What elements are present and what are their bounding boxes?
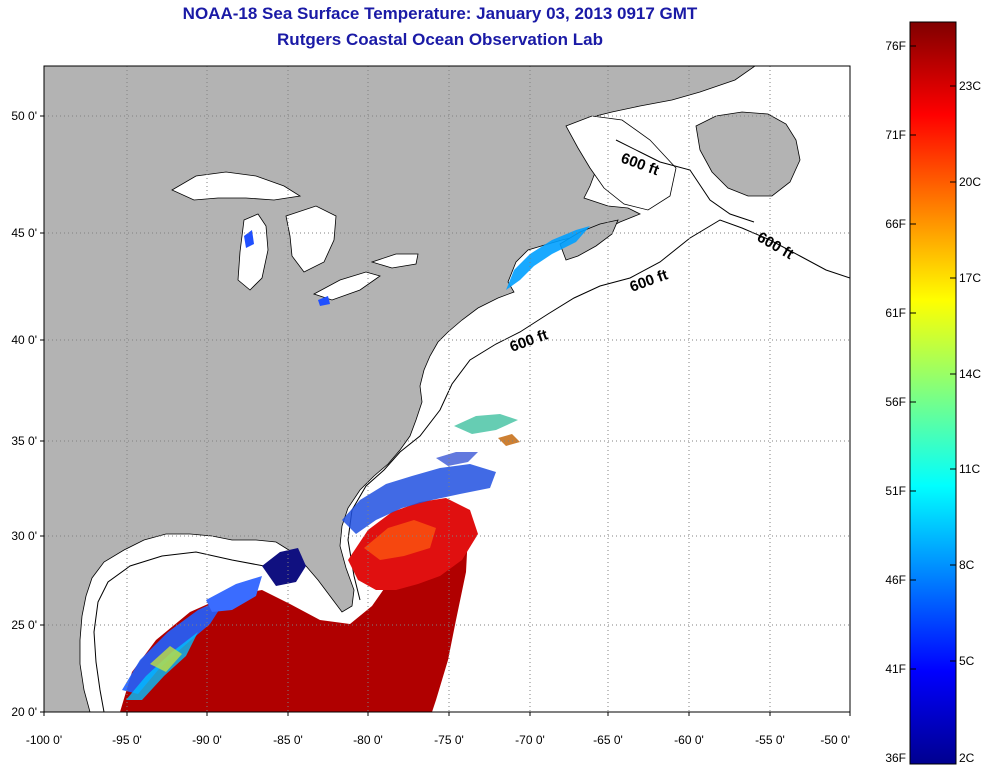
sst-overlay bbox=[120, 226, 590, 712]
land-newfoundland bbox=[695, 111, 801, 197]
lon-label-60: -60 0' bbox=[674, 733, 704, 747]
lat-axis bbox=[40, 115, 44, 713]
lon-label-90: -90 0' bbox=[192, 733, 222, 747]
lat-label-35: 35 0' bbox=[11, 434, 37, 448]
lon-label-80: -80 0' bbox=[353, 733, 383, 747]
cb-label-5c: 5C bbox=[959, 654, 975, 668]
lat-label-30: 30 0' bbox=[11, 529, 37, 543]
contour-600ft-north bbox=[615, 139, 755, 223]
colorbar-ticks bbox=[910, 45, 956, 670]
lon-label-95: -95 0' bbox=[112, 733, 142, 747]
lat-label-45: 45 0' bbox=[11, 226, 37, 240]
contour-600ft-gulf bbox=[93, 551, 291, 712]
cb-label-46f: 46F bbox=[885, 573, 906, 587]
lon-label-100: -100 0' bbox=[26, 733, 62, 747]
cb-label-17c: 17C bbox=[959, 271, 981, 285]
cb-label-11c: 11C bbox=[959, 462, 980, 476]
cb-label-2c: 2C bbox=[959, 751, 975, 765]
lon-axis bbox=[43, 712, 851, 716]
lon-label-70: -70 0' bbox=[515, 733, 545, 747]
cb-label-66f: 66F bbox=[885, 217, 906, 231]
lake-huron bbox=[285, 205, 337, 273]
lon-label-55: -55 0' bbox=[755, 733, 785, 747]
colorbar bbox=[909, 21, 957, 765]
cb-label-41f: 41F bbox=[885, 662, 906, 676]
land-north-america bbox=[44, 66, 756, 712]
lat-label-50: 50 0' bbox=[11, 109, 37, 123]
cb-label-71f: 71F bbox=[885, 128, 906, 142]
cb-label-8c: 8C bbox=[959, 558, 975, 572]
cb-label-61f: 61F bbox=[885, 306, 906, 320]
cb-label-51f: 51F bbox=[885, 484, 906, 498]
cb-label-76f: 76F bbox=[885, 39, 906, 53]
map-subtitle: Rutgers Coastal Ocean Observation Lab bbox=[277, 30, 603, 49]
cb-label-14c: 14C bbox=[959, 367, 981, 381]
plot-frame bbox=[43, 65, 851, 713]
cb-label-56f: 56F bbox=[885, 395, 906, 409]
contour-600ft bbox=[347, 219, 850, 601]
lat-label-20: 20 0' bbox=[11, 705, 37, 719]
lon-label-50: -50 0' bbox=[820, 733, 850, 747]
lat-label-40: 40 0' bbox=[11, 333, 37, 347]
lat-label-25: 25 0' bbox=[11, 618, 37, 632]
lake-erie bbox=[312, 271, 381, 301]
cb-label-20c: 20C bbox=[959, 175, 981, 189]
lon-label-75: -75 0' bbox=[434, 733, 464, 747]
gulf-st-lawrence bbox=[565, 115, 677, 211]
lon-label-65: -65 0' bbox=[593, 733, 623, 747]
map-title: NOAA-18 Sea Surface Temperature: January… bbox=[182, 4, 698, 23]
cb-label-23c: 23C bbox=[959, 79, 981, 93]
lon-label-85: -85 0' bbox=[273, 733, 303, 747]
cb-label-36f: 36F bbox=[885, 751, 906, 765]
lake-ontario bbox=[370, 253, 419, 269]
lake-superior bbox=[171, 171, 302, 201]
